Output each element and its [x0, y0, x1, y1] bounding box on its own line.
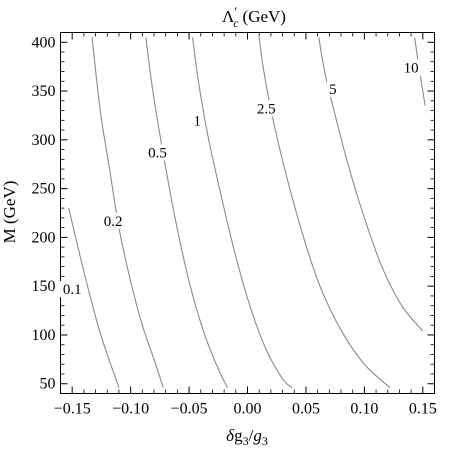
contour-line-2.5: [258, 37, 391, 389]
y-axis-ticks: 50 100 150 200 250 300 350 400: [32, 32, 435, 394]
title-lambda: Λ: [222, 7, 235, 26]
x-tick-label: −0.15: [54, 401, 91, 418]
contour-label-5: 5: [329, 82, 337, 98]
x-tick-label: 0.10: [350, 401, 378, 418]
contour-label-0.2: 0.2: [104, 214, 123, 230]
contour-line-0.1: [68, 207, 120, 388]
x-tick-label: 0.15: [409, 401, 437, 418]
x-label-sub1: 3: [243, 434, 249, 448]
contour-label-1: 1: [193, 113, 201, 129]
x-label-delta: δ: [226, 426, 235, 445]
contour-line-0.2: [91, 37, 164, 388]
x-tick-label: 0.05: [292, 401, 320, 418]
y-tick-label: 150: [32, 278, 56, 295]
y-tick-label: 350: [32, 83, 56, 100]
y-tick-label: 50: [40, 376, 56, 393]
chart-title: Λ′ c (GeV): [222, 4, 286, 30]
contour-line-0.5: [145, 37, 229, 388]
contour-label-bg: [191, 112, 204, 129]
x-label-g1: g: [234, 426, 243, 445]
contour-label-bg: [99, 212, 128, 229]
contour-label-10: 10: [404, 61, 419, 77]
contour-label-0.1: 0.1: [63, 282, 82, 298]
contour-label-bg: [401, 59, 422, 76]
y-axis-label: M (GeV): [0, 181, 19, 244]
contour-lines: [68, 37, 426, 389]
x-axis-label: δg3/g3: [226, 426, 268, 448]
contour-label-bg: [58, 281, 87, 298]
x-label-sub2: 3: [262, 434, 268, 448]
contour-label-0.5: 0.5: [148, 145, 167, 161]
y-tick-label: 250: [32, 181, 56, 198]
title-unit: (GeV): [243, 7, 286, 26]
contour-label-bg: [326, 81, 339, 98]
x-tick-label: −0.10: [112, 401, 149, 418]
y-tick-label: 400: [32, 34, 56, 51]
y-tick-label: 100: [32, 327, 56, 344]
x-label-g2: g: [253, 426, 262, 445]
title-subscript: c: [233, 16, 239, 30]
contour-label-2.5: 2.5: [257, 102, 276, 118]
y-tick-label: 200: [32, 229, 56, 246]
contour-line-5: [318, 37, 424, 332]
contour-line-1: [192, 37, 293, 389]
contour-label-bg: [252, 100, 281, 117]
contour-label-bg: [143, 144, 172, 161]
contour-labels: 0.1 0.2 0.5 1 2.5 5 10: [58, 59, 422, 298]
x-tick-label: −0.05: [171, 401, 208, 418]
x-tick-label: 0.00: [234, 401, 262, 418]
x-axis-ticks: −0.15 −0.10 −0.05 0.00 0.05 0.10 0.15: [54, 32, 437, 418]
y-tick-label: 300: [32, 132, 56, 149]
title-prime: ′: [234, 4, 237, 19]
x-label-slash: /: [249, 426, 254, 445]
